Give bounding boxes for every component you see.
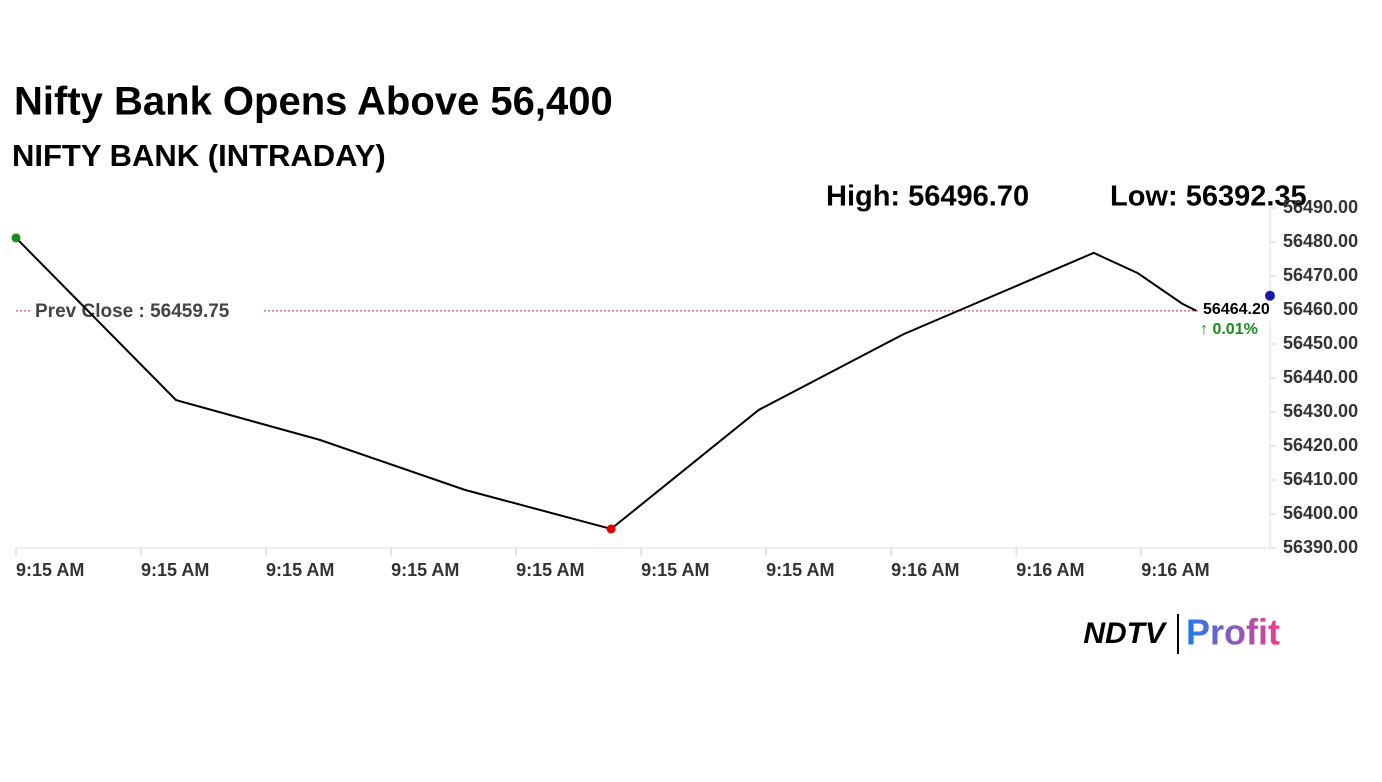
y-tick-label: 56430.00 <box>1283 401 1358 421</box>
high-label: High: 56496.70 <box>826 181 1029 213</box>
chart-title: Nifty Bank Opens Above 56,400 <box>14 80 613 124</box>
prev-close-bg <box>30 297 262 324</box>
y-tick-label: 56480.00 <box>1283 231 1358 251</box>
y-tick-label: 56460.00 <box>1283 299 1358 319</box>
change-label: ↑ 0.01% <box>1200 321 1258 338</box>
y-tick-label: 56390.00 <box>1283 537 1358 557</box>
x-tick-label: 9:15 AM <box>266 560 334 580</box>
open-marker <box>11 233 21 243</box>
y-tick-label: 56420.00 <box>1283 435 1358 455</box>
logo-ndtv: NDTV <box>1083 617 1168 650</box>
price-line <box>15 237 1197 531</box>
y-tick-label: 56440.00 <box>1283 367 1358 387</box>
prev-close-label: Prev Close : 56459.75 <box>35 301 230 322</box>
y-tick-label: 56410.00 <box>1283 469 1358 489</box>
y-tick-label: 56400.00 <box>1283 503 1358 523</box>
x-tick-label: 9:16 AM <box>1016 560 1084 580</box>
x-tick-label: 9:16 AM <box>1141 560 1209 580</box>
x-tick-label: 9:15 AM <box>16 560 84 580</box>
low-marker <box>606 524 616 534</box>
x-tick-label: 9:15 AM <box>391 560 459 580</box>
y-tick-label: 56490.00 <box>1283 197 1358 217</box>
last-price-label: 56464.20 <box>1203 301 1270 318</box>
x-tick-label: 9:15 AM <box>766 560 834 580</box>
chart-subtitle: NIFTY BANK (INTRADAY) <box>12 138 386 173</box>
last-price-bg <box>1198 300 1278 321</box>
low-label: Low: 56392.35 <box>1110 181 1307 213</box>
y-tick-label: 56470.00 <box>1283 265 1358 285</box>
x-tick-label: 9:15 AM <box>641 560 709 580</box>
y-tick-label: 56450.00 <box>1283 333 1358 353</box>
last-price-marker <box>1265 290 1275 301</box>
logo-profit: Profit <box>1186 612 1280 653</box>
x-tick-label: 9:15 AM <box>516 560 584 580</box>
x-tick-label: 9:15 AM <box>141 560 209 580</box>
x-tick-label: 9:16 AM <box>891 560 959 580</box>
